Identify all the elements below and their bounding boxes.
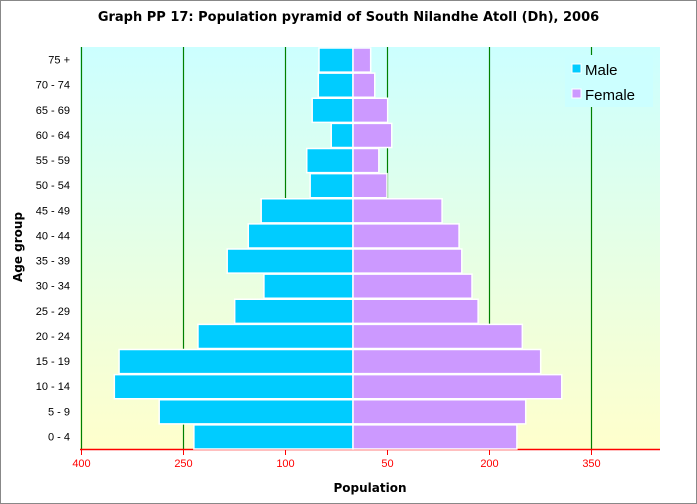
x-tick-label: 50 xyxy=(381,458,393,470)
bar-female-20-24 xyxy=(352,323,524,350)
bar-male-30-34 xyxy=(263,273,354,299)
x-tick-label: 100 xyxy=(276,458,294,470)
x-axis-label: Population xyxy=(333,481,407,495)
bar-male-25-29 xyxy=(233,298,354,325)
bar-female-25-29 xyxy=(352,298,479,325)
bar-female-60-64 xyxy=(352,122,393,149)
x-tick-label: 200 xyxy=(480,458,498,470)
bar-female-5-9 xyxy=(352,399,527,425)
legend: Male Female xyxy=(565,55,653,107)
bar-female-75+ xyxy=(352,47,372,73)
bar-male-5-9 xyxy=(158,399,354,425)
bar-female-15-19 xyxy=(352,348,542,375)
bar-male-0-4 xyxy=(193,424,354,450)
bar-male-35-39 xyxy=(226,248,354,274)
bar-female-55-59 xyxy=(352,147,380,174)
y-tick-label: 15 - 19 xyxy=(36,356,70,368)
y-tick-label: 30 - 34 xyxy=(36,281,70,293)
bar-male-60-64 xyxy=(330,122,354,149)
y-tick-label: 60 - 64 xyxy=(36,130,70,142)
y-tick-label: 0 - 4 xyxy=(48,431,70,443)
bar-male-15-19 xyxy=(118,348,354,375)
bar-male-20-24 xyxy=(197,323,354,350)
bar-male-70-74 xyxy=(317,72,354,98)
legend-swatch-male xyxy=(571,63,582,74)
x-tick-label: 250 xyxy=(174,458,192,470)
bar-female-45-49 xyxy=(352,198,443,224)
bar-male-45-49 xyxy=(260,198,354,224)
y-tick-label: 40 - 44 xyxy=(36,230,70,242)
bar-female-0-4 xyxy=(352,424,518,450)
y-tick-label: 50 - 54 xyxy=(36,180,70,192)
bar-male-65-69 xyxy=(311,97,354,124)
bar-male-10-14 xyxy=(113,373,354,400)
bar-male-40-44 xyxy=(247,223,354,249)
y-tick-label: 45 - 49 xyxy=(36,205,70,217)
bar-female-50-54 xyxy=(352,172,388,199)
y-tick-label: 10 - 14 xyxy=(36,381,70,393)
bar-female-35-39 xyxy=(352,248,463,274)
y-tick-label: 25 - 29 xyxy=(36,306,70,318)
bar-female-30-34 xyxy=(352,273,473,299)
legend-label-female: Female xyxy=(585,87,635,104)
y-tick-label: 20 - 24 xyxy=(36,331,70,343)
bar-male-75+ xyxy=(318,47,354,73)
x-tick-label: 400 xyxy=(72,458,90,470)
y-tick-label: 5 - 9 xyxy=(48,406,70,418)
y-tick-label: 55 - 59 xyxy=(36,155,70,167)
y-tick-label: 75 + xyxy=(48,55,70,67)
x-tick-label: 350 xyxy=(582,458,600,470)
y-tick-label: 65 - 69 xyxy=(36,105,70,117)
bar-female-10-14 xyxy=(352,373,563,400)
legend-label-male: Male xyxy=(585,62,618,79)
y-tick-label: 70 - 74 xyxy=(36,80,70,92)
bar-male-50-54 xyxy=(309,172,354,199)
y-tick-label: 35 - 39 xyxy=(36,256,70,268)
bar-male-55-59 xyxy=(306,147,354,174)
legend-swatch-female xyxy=(571,88,582,99)
bar-female-65-69 xyxy=(352,97,389,124)
chart-title: Graph PP 17: Population pyramid of South… xyxy=(97,10,600,25)
bar-female-40-44 xyxy=(352,223,460,249)
bar-female-70-74 xyxy=(352,72,376,98)
